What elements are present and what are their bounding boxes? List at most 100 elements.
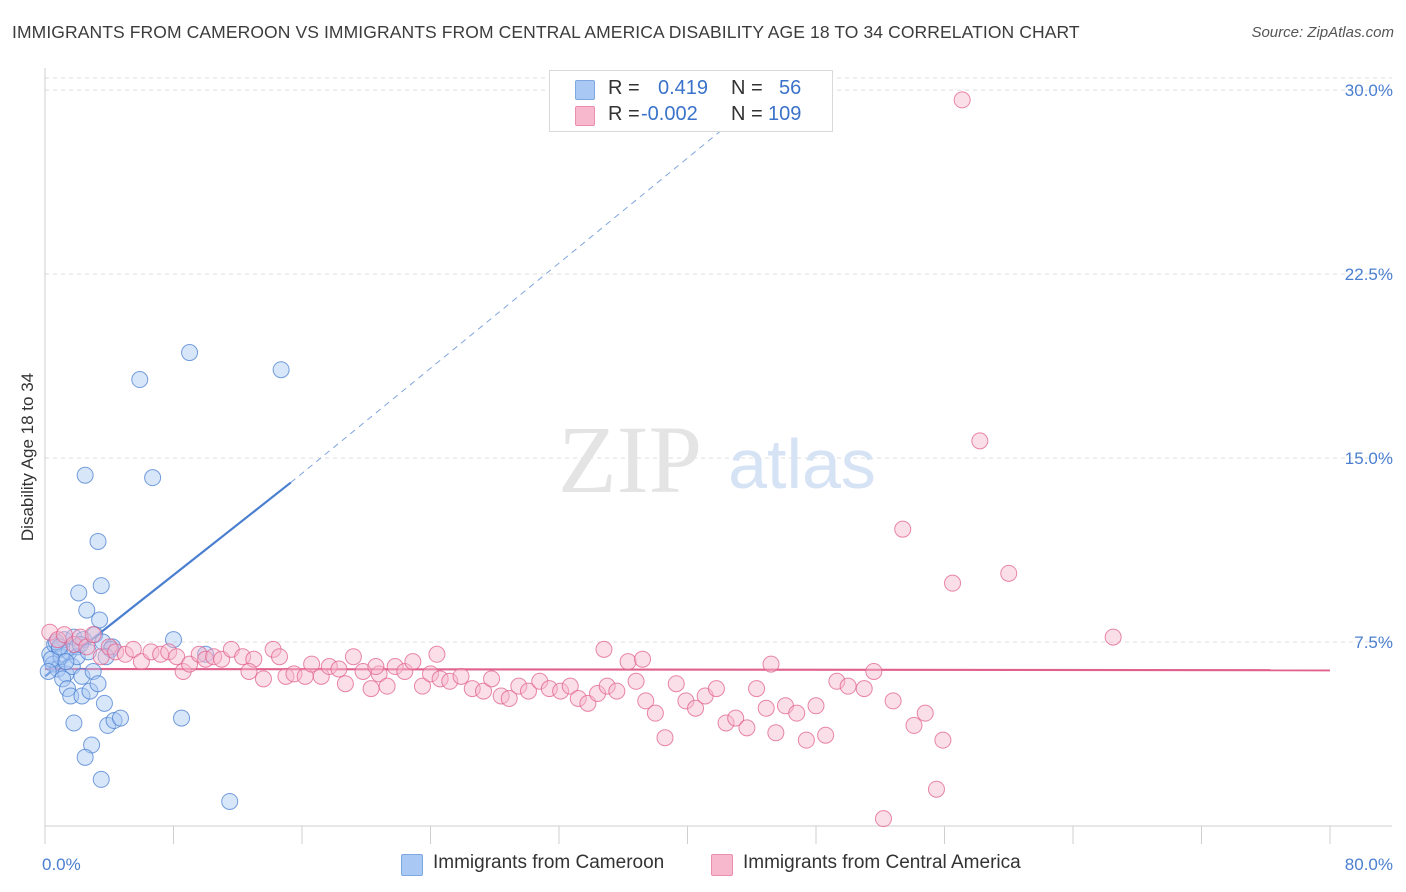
data-point bbox=[483, 670, 501, 688]
data-point bbox=[884, 692, 902, 710]
data-point bbox=[168, 648, 186, 666]
trend-lines bbox=[44, 131, 1331, 678]
data-point bbox=[428, 645, 446, 663]
data-point bbox=[144, 469, 162, 487]
x-tick-label: 80.0% bbox=[1345, 855, 1393, 874]
data-point bbox=[865, 662, 883, 680]
data-point bbox=[500, 689, 518, 707]
data-point bbox=[386, 658, 404, 676]
data-point bbox=[336, 675, 354, 693]
data-point bbox=[285, 665, 303, 683]
data-point bbox=[637, 692, 655, 710]
data-point bbox=[757, 699, 775, 717]
data-point bbox=[116, 645, 134, 663]
data-point bbox=[107, 643, 125, 661]
legend-label-cameroon: Immigrants from Cameroon bbox=[433, 852, 665, 873]
r-label: R = bbox=[608, 103, 640, 125]
data-point bbox=[944, 574, 962, 592]
watermark-zip: ZIP bbox=[558, 406, 702, 513]
axes bbox=[44, 68, 1392, 844]
chart-title: IMMIGRANTS FROM CAMEROON VS IMMIGRANTS F… bbox=[12, 22, 1080, 42]
data-point bbox=[367, 658, 385, 676]
data-point bbox=[656, 729, 674, 747]
data-point bbox=[272, 361, 290, 379]
data-point bbox=[552, 682, 570, 700]
data-point bbox=[91, 611, 109, 629]
data-point bbox=[131, 371, 149, 389]
trend-line-central-america bbox=[44, 667, 1331, 672]
data-point bbox=[65, 714, 83, 732]
y-axis-label: Disability Age 18 to 34 bbox=[18, 373, 37, 541]
data-point bbox=[475, 682, 493, 700]
data-point bbox=[320, 658, 338, 676]
data-point bbox=[748, 680, 766, 698]
trend-extension-cameroon bbox=[290, 131, 720, 483]
data-point bbox=[540, 680, 558, 698]
data-point bbox=[839, 677, 857, 695]
n-label: N = bbox=[731, 77, 763, 99]
data-point bbox=[1000, 564, 1018, 582]
n-label: N = bbox=[731, 103, 763, 125]
data-point bbox=[717, 714, 735, 732]
source-credit: Source: ZipAtlas.com bbox=[1251, 24, 1394, 41]
x-tick-label: 0.0% bbox=[42, 855, 81, 874]
data-point bbox=[73, 667, 91, 685]
data-point bbox=[97, 648, 115, 666]
data-point bbox=[111, 709, 129, 727]
correlation-legend: R = 0.419 N = 56 R = -0.002 N = 109 bbox=[549, 70, 833, 132]
y-tick-label: 15.0% bbox=[1345, 449, 1393, 468]
data-point bbox=[646, 704, 664, 722]
data-point bbox=[519, 682, 537, 700]
data-point bbox=[234, 648, 252, 666]
data-point bbox=[124, 640, 142, 658]
y-tick-label: 7.5% bbox=[1354, 633, 1393, 652]
data-point bbox=[92, 577, 110, 595]
data-point bbox=[707, 680, 725, 698]
data-point bbox=[441, 672, 459, 690]
n-value: 56 bbox=[779, 77, 802, 99]
data-point bbox=[76, 466, 94, 484]
data-point bbox=[634, 650, 652, 668]
data-point bbox=[894, 520, 912, 538]
data-point bbox=[404, 653, 422, 671]
data-point bbox=[452, 667, 470, 685]
data-point bbox=[828, 672, 846, 690]
data-point bbox=[70, 584, 88, 602]
legend-swatch-cameroon bbox=[575, 80, 595, 100]
data-point bbox=[762, 655, 780, 673]
series-cameroon bbox=[39, 344, 290, 810]
data-point bbox=[76, 748, 94, 766]
data-point bbox=[57, 653, 75, 671]
gridlines bbox=[45, 77, 1392, 643]
data-point bbox=[561, 677, 579, 695]
data-point bbox=[378, 677, 396, 695]
data-point bbox=[303, 655, 321, 673]
data-point bbox=[727, 709, 745, 727]
data-point bbox=[142, 643, 160, 661]
data-point bbox=[797, 731, 815, 749]
data-point bbox=[510, 677, 528, 695]
data-point bbox=[39, 662, 57, 680]
legend-row-cameroon: R = 0.419 N = 56 bbox=[550, 75, 832, 101]
legend-label-central-america: Immigrants from Central America bbox=[743, 852, 1021, 873]
data-point bbox=[627, 672, 645, 690]
data-point bbox=[1104, 628, 1122, 646]
data-point bbox=[463, 680, 481, 698]
zipatlas-watermark: ZIP atlas bbox=[558, 406, 876, 513]
data-point bbox=[330, 660, 348, 678]
data-point bbox=[71, 628, 89, 646]
legend-row-central-america: R = -0.002 N = 109 bbox=[550, 101, 832, 127]
data-point bbox=[788, 704, 806, 722]
legend-swatch-central-america bbox=[575, 106, 595, 126]
data-point bbox=[73, 687, 91, 705]
data-point bbox=[181, 344, 199, 362]
data-point bbox=[598, 677, 616, 695]
data-point bbox=[95, 694, 113, 712]
r-label: R = bbox=[608, 77, 640, 99]
data-point bbox=[595, 640, 613, 658]
data-point bbox=[431, 670, 449, 688]
data-point bbox=[78, 601, 96, 619]
data-point bbox=[221, 792, 239, 810]
data-point bbox=[619, 653, 637, 671]
